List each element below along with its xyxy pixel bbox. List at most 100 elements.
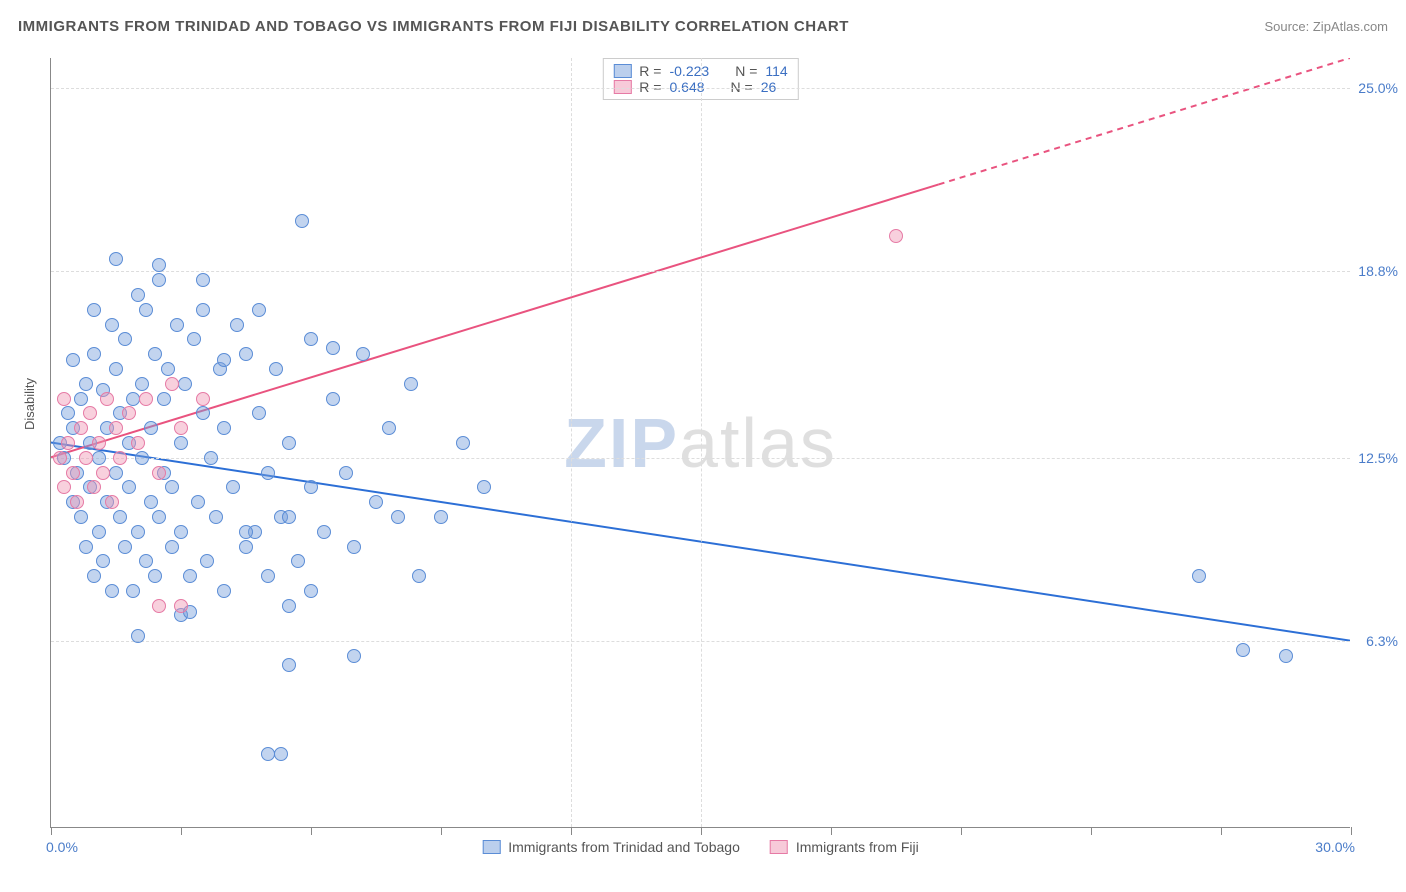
- chart-plot-area: ZIPatlas R = -0.223 N = 114 R = 0.648 N …: [50, 58, 1350, 828]
- x-tick: [311, 827, 312, 835]
- scatter-point: [118, 332, 132, 346]
- scatter-point: [196, 406, 210, 420]
- x-axis-min-label: 0.0%: [46, 839, 78, 855]
- scatter-point: [174, 525, 188, 539]
- scatter-point: [889, 229, 903, 243]
- x-tick: [831, 827, 832, 835]
- scatter-point: [92, 451, 106, 465]
- scatter-point: [226, 480, 240, 494]
- scatter-point: [61, 436, 75, 450]
- scatter-point: [109, 362, 123, 376]
- scatter-point: [282, 599, 296, 613]
- scatter-point: [239, 525, 253, 539]
- scatter-point: [252, 406, 266, 420]
- scatter-point: [57, 392, 71, 406]
- scatter-point: [139, 392, 153, 406]
- scatter-point: [66, 353, 80, 367]
- scatter-point: [131, 629, 145, 643]
- scatter-point: [174, 421, 188, 435]
- swatch-icon: [613, 64, 631, 78]
- y-tick-label: 12.5%: [1358, 450, 1398, 466]
- scatter-point: [217, 421, 231, 435]
- scatter-point: [87, 569, 101, 583]
- scatter-point: [105, 495, 119, 509]
- scatter-point: [139, 554, 153, 568]
- scatter-point: [122, 406, 136, 420]
- legend-item-series-2: Immigrants from Fiji: [770, 839, 919, 855]
- x-tick: [1351, 827, 1352, 835]
- scatter-point: [196, 303, 210, 317]
- scatter-point: [196, 273, 210, 287]
- series-legend: Immigrants from Trinidad and Tobago Immi…: [482, 839, 919, 855]
- scatter-point: [87, 347, 101, 361]
- scatter-point: [1279, 649, 1293, 663]
- scatter-point: [74, 421, 88, 435]
- scatter-point: [239, 540, 253, 554]
- scatter-point: [282, 658, 296, 672]
- scatter-point: [157, 392, 171, 406]
- scatter-point: [57, 480, 71, 494]
- scatter-point: [174, 436, 188, 450]
- scatter-point: [339, 466, 353, 480]
- scatter-point: [83, 406, 97, 420]
- scatter-point: [282, 510, 296, 524]
- y-axis-label: Disability: [22, 378, 37, 430]
- scatter-point: [326, 341, 340, 355]
- legend-item-series-1: Immigrants from Trinidad and Tobago: [482, 839, 740, 855]
- scatter-point: [1192, 569, 1206, 583]
- scatter-point: [135, 377, 149, 391]
- scatter-point: [152, 510, 166, 524]
- y-tick-label: 6.3%: [1366, 633, 1398, 649]
- swatch-icon: [770, 840, 788, 854]
- scatter-point: [382, 421, 396, 435]
- scatter-point: [79, 540, 93, 554]
- scatter-point: [113, 510, 127, 524]
- scatter-point: [304, 584, 318, 598]
- x-tick: [571, 827, 572, 835]
- scatter-point: [326, 392, 340, 406]
- swatch-icon: [482, 840, 500, 854]
- scatter-point: [79, 377, 93, 391]
- scatter-point: [170, 318, 184, 332]
- scatter-point: [74, 392, 88, 406]
- scatter-point: [79, 451, 93, 465]
- scatter-point: [148, 347, 162, 361]
- scatter-point: [252, 303, 266, 317]
- scatter-point: [139, 303, 153, 317]
- x-axis-max-label: 30.0%: [1315, 839, 1355, 855]
- scatter-point: [391, 510, 405, 524]
- scatter-point: [144, 495, 158, 509]
- x-tick: [1221, 827, 1222, 835]
- scatter-point: [274, 747, 288, 761]
- scatter-point: [105, 318, 119, 332]
- scatter-point: [109, 252, 123, 266]
- scatter-point: [87, 303, 101, 317]
- scatter-point: [347, 540, 361, 554]
- scatter-point: [152, 273, 166, 287]
- scatter-point: [96, 554, 110, 568]
- scatter-point: [261, 466, 275, 480]
- scatter-point: [217, 353, 231, 367]
- scatter-point: [291, 554, 305, 568]
- scatter-point: [152, 599, 166, 613]
- scatter-point: [282, 436, 296, 450]
- scatter-point: [165, 540, 179, 554]
- scatter-point: [434, 510, 448, 524]
- scatter-point: [191, 495, 205, 509]
- scatter-point: [209, 510, 223, 524]
- scatter-point: [144, 421, 158, 435]
- scatter-point: [356, 347, 370, 361]
- scatter-point: [109, 421, 123, 435]
- x-tick: [441, 827, 442, 835]
- scatter-point: [230, 318, 244, 332]
- scatter-point: [152, 258, 166, 272]
- scatter-point: [131, 288, 145, 302]
- y-tick-label: 25.0%: [1358, 80, 1398, 96]
- scatter-point: [304, 480, 318, 494]
- scatter-point: [70, 495, 84, 509]
- scatter-point: [477, 480, 491, 494]
- scatter-point: [456, 436, 470, 450]
- scatter-point: [239, 347, 253, 361]
- chart-title: IMMIGRANTS FROM TRINIDAD AND TOBAGO VS I…: [18, 18, 849, 35]
- gridline-v: [571, 58, 572, 827]
